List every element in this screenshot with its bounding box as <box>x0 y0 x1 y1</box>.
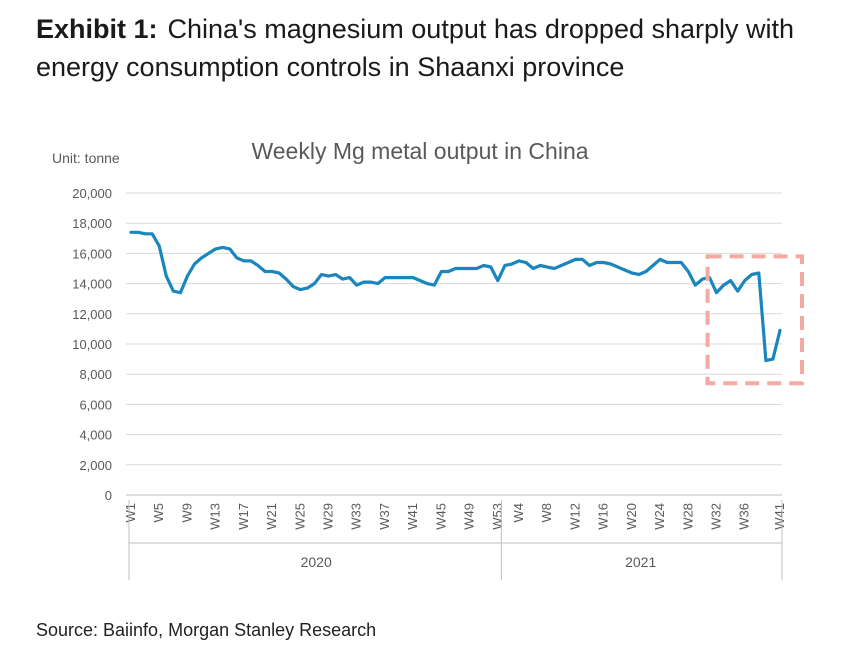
exhibit-title-text: China's magnesium output has dropped sha… <box>36 14 795 82</box>
y-tick-label: 14,000 <box>72 277 112 292</box>
y-tick-label: 0 <box>105 488 112 503</box>
x-tick-label: W29 <box>321 503 336 530</box>
source-note: Source: Baiinfo, Morgan Stanley Research <box>36 620 377 640</box>
y-tick-label: 20,000 <box>72 186 112 201</box>
y-tick-label: 10,000 <box>72 337 112 352</box>
line-chart: Weekly Mg metal output in China Unit: to… <box>52 138 805 580</box>
x-tick-label: W49 <box>462 503 477 530</box>
x-tick-label: W1 <box>123 503 138 523</box>
y-axis-ticks: 0 2,000 4,000 6,000 8,000 10,000 12,000 14,000 1… <box>72 186 112 503</box>
highlight-box <box>705 254 805 386</box>
x-tick-label: W16 <box>596 503 611 530</box>
y-tick-label: 8,000 <box>79 367 112 382</box>
x-tick-label: W45 <box>433 503 448 530</box>
gridlines <box>126 192 782 496</box>
y-tick-label: 12,000 <box>72 307 112 322</box>
x-tick-label: W41 <box>772 503 787 530</box>
x-tick-label: W24 <box>652 503 667 530</box>
x-axis-ticks: W1 W5 W9 W13 W17 W21 W25 W29 W33 W37 W41 W45 W49 W53 W… <box>123 503 787 530</box>
x-tick-label: W41 <box>405 503 420 530</box>
series-layer <box>129 230 782 363</box>
x-tick-label: W32 <box>709 503 724 530</box>
x-tick-label: W21 <box>264 503 279 530</box>
x-tick-label: W17 <box>236 503 251 530</box>
x-tick-label: W12 <box>567 503 582 530</box>
y-unit-label: Unit: tonne <box>52 150 120 166</box>
year-label: 2020 <box>301 554 332 570</box>
x-tick-label: W25 <box>292 503 307 530</box>
x-tick-label: W8 <box>539 503 554 523</box>
year-group-axis: 2020 2021 <box>128 500 783 580</box>
x-tick-label: W4 <box>511 503 526 523</box>
exhibit-title: Exhibit 1: China's magnesium output has d… <box>36 10 836 86</box>
y-tick-label: 6,000 <box>79 397 112 412</box>
x-tick-label: W36 <box>737 503 752 530</box>
x-tick-label: W20 <box>624 503 639 530</box>
y-tick-label: 18,000 <box>72 216 112 231</box>
exhibit-label: Exhibit 1: <box>36 14 158 44</box>
x-tick-label: W5 <box>151 503 166 523</box>
x-tick-label: W28 <box>680 503 695 530</box>
x-tick-label: W9 <box>179 503 194 523</box>
x-tick-label: W37 <box>377 503 392 530</box>
series-line <box>129 230 782 363</box>
highlight-layer <box>705 254 805 386</box>
y-tick-label: 4,000 <box>79 428 112 443</box>
x-tick-label: W33 <box>349 503 364 530</box>
x-tick-label: W53 <box>490 503 505 530</box>
year-label: 2021 <box>625 554 656 570</box>
chart-title: Weekly Mg metal output in China <box>251 138 588 164</box>
y-tick-label: 2,000 <box>79 458 112 473</box>
y-tick-label: 16,000 <box>72 246 112 261</box>
x-tick-label: W13 <box>208 503 223 530</box>
